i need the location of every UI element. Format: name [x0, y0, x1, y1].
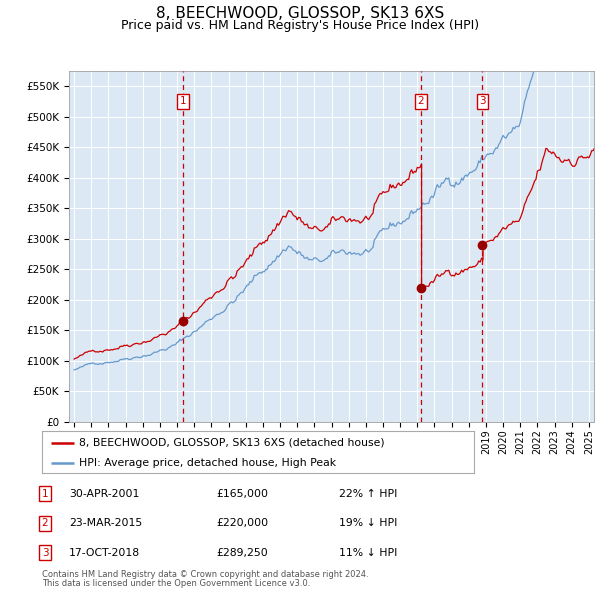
Text: Price paid vs. HM Land Registry's House Price Index (HPI): Price paid vs. HM Land Registry's House … [121, 19, 479, 32]
Text: 22% ↑ HPI: 22% ↑ HPI [339, 489, 397, 499]
Text: 8, BEECHWOOD, GLOSSOP, SK13 6XS (detached house): 8, BEECHWOOD, GLOSSOP, SK13 6XS (detache… [79, 438, 385, 448]
Text: 1: 1 [41, 489, 49, 499]
Text: This data is licensed under the Open Government Licence v3.0.: This data is licensed under the Open Gov… [42, 579, 310, 588]
Text: £220,000: £220,000 [216, 519, 268, 528]
Text: 1: 1 [179, 96, 186, 106]
Text: 30-APR-2001: 30-APR-2001 [69, 489, 139, 499]
Text: 3: 3 [41, 548, 49, 558]
Text: £165,000: £165,000 [216, 489, 268, 499]
Text: 2: 2 [418, 96, 424, 106]
Text: 11% ↓ HPI: 11% ↓ HPI [339, 548, 397, 558]
Text: 2: 2 [41, 519, 49, 528]
Text: 23-MAR-2015: 23-MAR-2015 [69, 519, 142, 528]
Text: £289,250: £289,250 [216, 548, 268, 558]
Text: 19% ↓ HPI: 19% ↓ HPI [339, 519, 397, 528]
Text: 3: 3 [479, 96, 486, 106]
Text: Contains HM Land Registry data © Crown copyright and database right 2024.: Contains HM Land Registry data © Crown c… [42, 571, 368, 579]
Text: 8, BEECHWOOD, GLOSSOP, SK13 6XS: 8, BEECHWOOD, GLOSSOP, SK13 6XS [156, 6, 444, 21]
Text: 17-OCT-2018: 17-OCT-2018 [69, 548, 140, 558]
Text: HPI: Average price, detached house, High Peak: HPI: Average price, detached house, High… [79, 458, 336, 467]
